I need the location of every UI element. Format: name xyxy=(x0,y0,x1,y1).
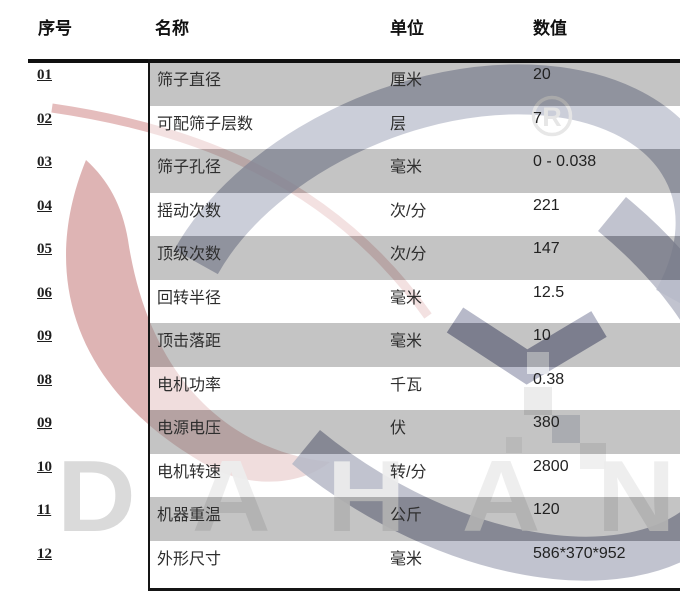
row-name: 电源电压 xyxy=(157,420,222,437)
row-band: 筛子孔径 毫米 0 - 0.038 xyxy=(150,149,680,193)
row-unit: 厘米 xyxy=(390,72,423,89)
row-value: 7 xyxy=(533,109,542,127)
row-index: 11 xyxy=(37,502,52,518)
vertical-rule xyxy=(148,59,150,591)
table-header: 序号 名称 单位 数值 xyxy=(0,0,680,59)
row-band: 可配筛子层数 层 7 xyxy=(150,105,680,149)
header-value: 数值 xyxy=(533,19,567,38)
table-row: 06 回转半径 毫米 12.5 xyxy=(0,279,680,324)
row-index-cell: 04 xyxy=(0,193,150,237)
row-index: 09 xyxy=(37,415,52,431)
row-value: 20 xyxy=(533,66,551,83)
table-row: 09 顶击落距 毫米 10 xyxy=(0,323,680,367)
row-value: 380 xyxy=(533,414,560,431)
row-name: 摇动次数 xyxy=(157,202,222,220)
table-row: 09 电源电压 伏 380 xyxy=(0,410,680,454)
row-index-cell: 10 xyxy=(0,454,150,498)
row-band: 电源电压 伏 380 xyxy=(150,410,680,454)
row-name: 顶级次数 xyxy=(157,246,222,263)
watermark-red-crescent xyxy=(66,160,330,482)
row-band: 电机转速 转/分 2800 xyxy=(150,453,680,497)
header-unit: 单位 xyxy=(390,19,424,38)
row-name: 筛子孔径 xyxy=(157,159,222,176)
row-value: 12.5 xyxy=(533,283,565,301)
row-index: 04 xyxy=(37,197,52,214)
row-name: 外形尺寸 xyxy=(157,550,222,568)
row-index-cell: 08 xyxy=(0,367,150,411)
row-index-cell: 02 xyxy=(0,106,150,150)
row-index-cell: 05 xyxy=(0,236,150,280)
table-row: 04 摇动次数 次/分 221 xyxy=(0,192,680,237)
row-value: 586*370*952 xyxy=(533,544,626,562)
row-name: 顶击落距 xyxy=(157,333,222,350)
row-index-cell: 06 xyxy=(0,280,150,324)
row-index: 12 xyxy=(37,545,52,562)
row-value: 0 - 0.038 xyxy=(533,153,597,170)
row-unit: 次/分 xyxy=(390,246,427,263)
row-unit: 伏 xyxy=(390,420,407,437)
table-body: 01 筛子直径 厘米 20 02 可配筛子层数 层 7 03 筛 xyxy=(0,62,680,588)
row-unit: 公斤 xyxy=(390,507,423,524)
row-value: 221 xyxy=(533,196,560,214)
row-index: 01 xyxy=(37,67,52,83)
row-index-cell: 09 xyxy=(0,323,150,367)
row-index: 10 xyxy=(37,458,52,475)
row-index-cell: 03 xyxy=(0,149,150,193)
row-name: 回转半径 xyxy=(157,289,222,307)
row-name: 筛子直径 xyxy=(157,72,222,89)
row-band: 筛子直径 厘米 20 xyxy=(150,62,680,106)
row-unit: 转/分 xyxy=(390,463,427,481)
table-row: 10 电机转速 转/分 2800 xyxy=(0,453,680,498)
row-value: 10 xyxy=(533,327,551,344)
bottom-rule xyxy=(148,588,680,591)
row-index: 02 xyxy=(37,110,52,127)
row-unit: 毫米 xyxy=(390,550,423,568)
row-name: 可配筛子层数 xyxy=(157,115,254,133)
header-index: 序号 xyxy=(38,19,72,38)
row-unit: 毫米 xyxy=(390,289,423,307)
row-index-cell: 12 xyxy=(0,541,150,589)
row-name: 电机功率 xyxy=(157,376,222,394)
row-band: 机器重温 公斤 120 xyxy=(150,497,680,541)
row-band: 顶级次数 次/分 147 xyxy=(150,236,680,280)
table-row: 12 外形尺寸 毫米 586*370*952 xyxy=(0,540,680,589)
row-unit: 毫米 xyxy=(390,159,423,176)
row-unit: 次/分 xyxy=(390,202,427,220)
header-name: 名称 xyxy=(155,19,189,38)
table-row: 05 顶级次数 次/分 147 xyxy=(0,236,680,280)
row-index: 06 xyxy=(37,284,52,301)
row-band: 电机功率 千瓦 0.38 xyxy=(150,366,680,410)
row-band: 摇动次数 次/分 221 xyxy=(150,192,680,236)
row-index: 08 xyxy=(37,371,52,388)
row-index: 09 xyxy=(37,328,52,344)
header-divider-rule xyxy=(28,59,680,63)
table-row: 08 电机功率 千瓦 0.38 xyxy=(0,366,680,411)
row-value: 2800 xyxy=(533,457,569,475)
row-band: 顶击落距 毫米 10 xyxy=(150,323,680,367)
table-row: 01 筛子直径 厘米 20 xyxy=(0,62,680,106)
table-row: 03 筛子孔径 毫米 0 - 0.038 xyxy=(0,149,680,193)
row-index: 05 xyxy=(37,241,52,257)
row-name: 电机转速 xyxy=(157,463,222,481)
row-value: 0.38 xyxy=(533,370,565,388)
table-row: 11 机器重温 公斤 120 xyxy=(0,497,680,541)
table-row: 02 可配筛子层数 层 7 xyxy=(0,105,680,150)
row-index-cell: 09 xyxy=(0,410,150,454)
row-unit: 千瓦 xyxy=(390,376,423,394)
row-value: 120 xyxy=(533,501,560,518)
row-unit: 层 xyxy=(390,115,407,133)
row-band: 回转半径 毫米 12.5 xyxy=(150,279,680,323)
row-index-cell: 11 xyxy=(0,497,150,541)
row-name: 机器重温 xyxy=(157,507,222,524)
row-value: 147 xyxy=(533,240,560,257)
row-index-cell: 01 xyxy=(0,62,150,106)
row-unit: 毫米 xyxy=(390,333,423,350)
row-band: 外形尺寸 毫米 586*370*952 xyxy=(150,540,680,588)
row-index: 03 xyxy=(37,154,52,170)
